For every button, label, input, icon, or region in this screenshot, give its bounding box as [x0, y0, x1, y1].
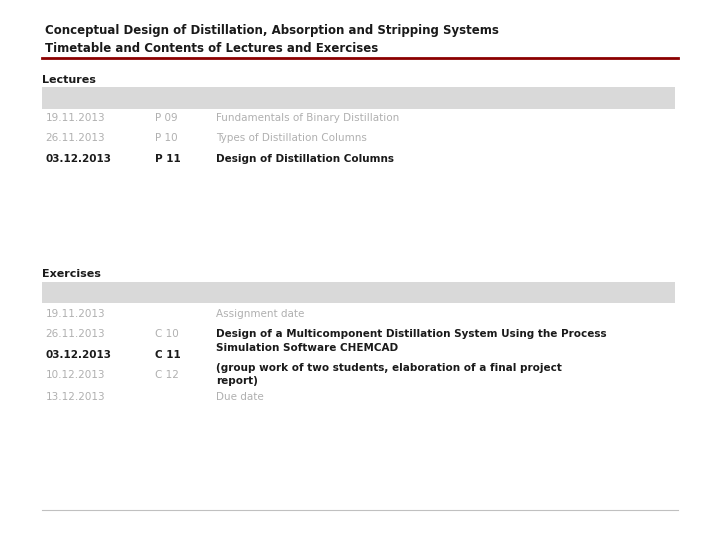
Text: (group work of two students, elaboration of a final project: (group work of two students, elaboration… [216, 363, 562, 373]
Text: Fundamentals of Binary Distillation: Fundamentals of Binary Distillation [216, 113, 400, 124]
Text: 19.11.2013: 19.11.2013 [45, 309, 105, 319]
Text: 10.12.2013: 10.12.2013 [45, 370, 105, 381]
Text: Simulation Software CHEMCAD: Simulation Software CHEMCAD [216, 343, 398, 353]
Text: Types of Distillation Columns: Types of Distillation Columns [216, 133, 367, 144]
Text: 26.11.2013: 26.11.2013 [45, 133, 105, 144]
Text: Timetable and Contents of Lectures and Exercises: Timetable and Contents of Lectures and E… [45, 42, 379, 55]
Text: 26.11.2013: 26.11.2013 [45, 329, 105, 340]
Text: C 10: C 10 [155, 329, 179, 340]
Text: C 12: C 12 [155, 370, 179, 381]
Text: Lectures: Lectures [42, 75, 96, 85]
Text: P 10: P 10 [155, 133, 177, 144]
Text: report): report) [216, 376, 258, 387]
Text: Design of Distillation Columns: Design of Distillation Columns [216, 154, 394, 164]
Text: 03.12.2013: 03.12.2013 [45, 154, 112, 164]
Bar [42, 87, 675, 109]
Text: Assignment date: Assignment date [216, 309, 305, 319]
Text: C 11: C 11 [155, 350, 181, 360]
Text: Design of a Multicomponent Distillation System Using the Process: Design of a Multicomponent Distillation … [216, 329, 607, 340]
Text: 13.12.2013: 13.12.2013 [45, 392, 105, 402]
Text: 03.12.2013: 03.12.2013 [45, 350, 112, 360]
Bar [42, 282, 675, 303]
Text: Due date: Due date [216, 392, 264, 402]
Text: P 09: P 09 [155, 113, 177, 124]
Text: Conceptual Design of Distillation, Absorption and Stripping Systems: Conceptual Design of Distillation, Absor… [45, 24, 499, 37]
Text: Exercises: Exercises [42, 269, 101, 279]
Text: 19.11.2013: 19.11.2013 [45, 113, 105, 124]
Text: P 11: P 11 [155, 154, 181, 164]
